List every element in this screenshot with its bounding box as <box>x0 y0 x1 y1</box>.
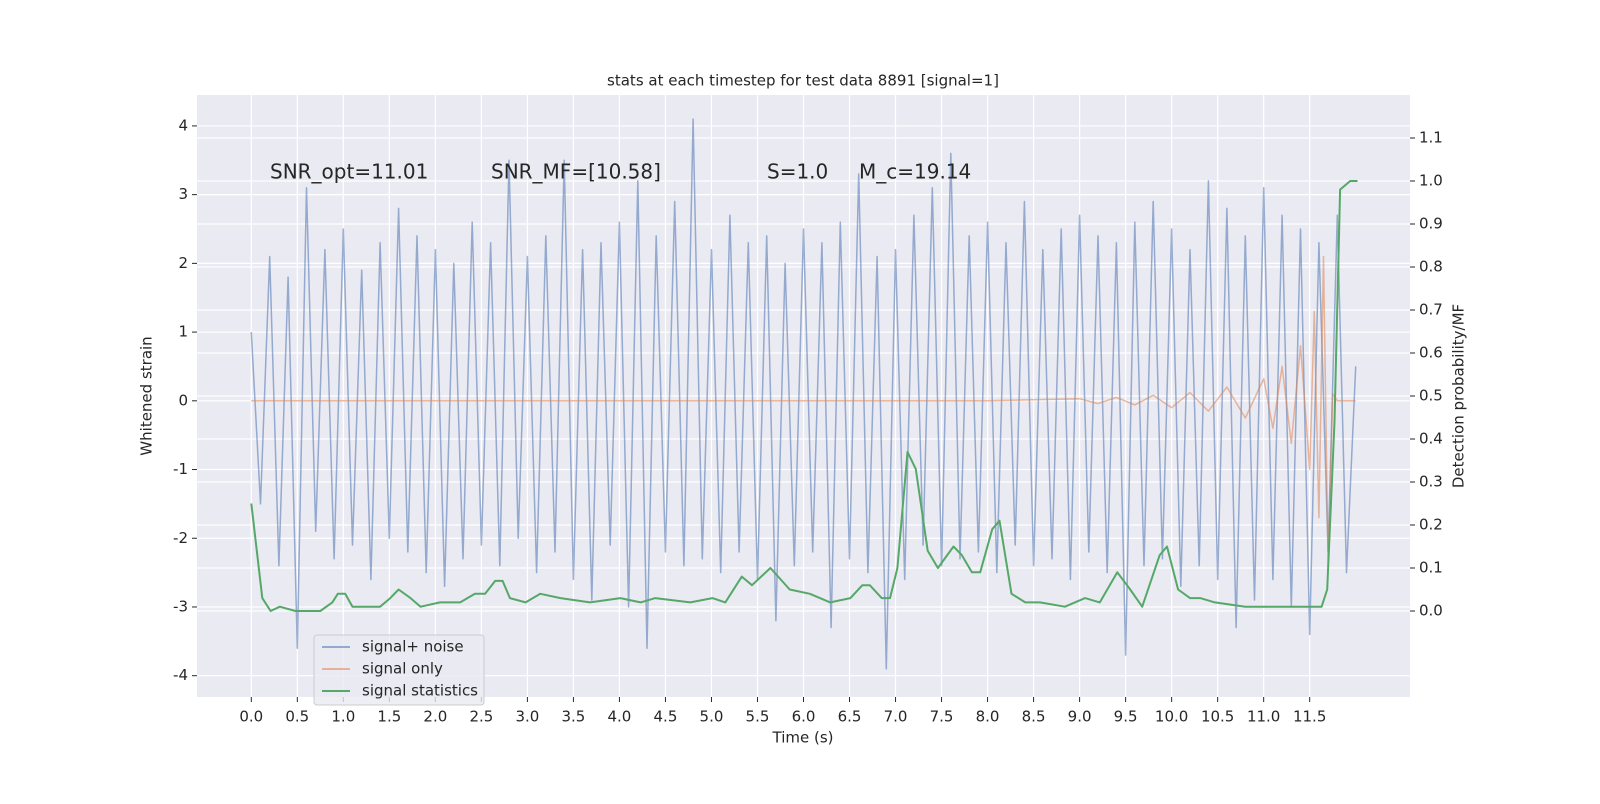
y-tick-label: 1 <box>178 323 188 341</box>
x-tick-label: 9.0 <box>1068 708 1092 726</box>
y2-tick-label: 0.6 <box>1419 344 1443 362</box>
x-tick-label: 9.5 <box>1114 708 1138 726</box>
y2-axis-label: Detection probability/MF <box>1450 304 1468 488</box>
y-tick-label: -2 <box>173 529 188 547</box>
legend-label: signal only <box>362 660 443 678</box>
x-tick-label: 1.0 <box>331 708 355 726</box>
x-tick-label: 10.5 <box>1201 708 1234 726</box>
x-tick-label: 8.0 <box>976 708 1000 726</box>
x-tick-label: 5.5 <box>746 708 770 726</box>
chart-title: stats at each timestep for test data 889… <box>607 72 999 90</box>
x-tick-label: 2.0 <box>423 708 447 726</box>
legend-label: signal+ noise <box>362 638 464 656</box>
x-tick-label: 4.5 <box>654 708 678 726</box>
y-tick-label: -3 <box>173 597 188 615</box>
x-tick-label: 0.5 <box>285 708 309 726</box>
legend-box <box>313 634 485 706</box>
y2-tick-label: 0.2 <box>1419 516 1443 534</box>
x-tick-label: 1.5 <box>377 708 401 726</box>
x-axis-label: Time (s) <box>772 729 834 747</box>
y-tick-label: 4 <box>178 116 188 134</box>
y-tick-label: -1 <box>173 460 188 478</box>
annotation: SNR_opt=11.01 <box>270 160 428 184</box>
y2-tick-label: 0.9 <box>1419 215 1443 233</box>
x-tick-label: 8.5 <box>1022 708 1046 726</box>
x-tick-label: 5.0 <box>700 708 724 726</box>
y2-tick-label: 1.0 <box>1419 172 1443 190</box>
x-tick-label: 6.5 <box>838 708 862 726</box>
x-tick-label: 6.0 <box>792 708 816 726</box>
legend-label: signal statistics <box>362 682 478 700</box>
x-tick-label: 4.0 <box>608 708 632 726</box>
legend: signal+ noise signal only signal statistic… <box>313 634 485 706</box>
y2-tick-label: 0.7 <box>1419 301 1443 319</box>
x-tick-label: 7.0 <box>884 708 908 726</box>
x-tick-label: 3.5 <box>561 708 585 726</box>
x-tick-label: 3.0 <box>515 708 539 726</box>
y2-tick-label: 1.1 <box>1419 129 1443 147</box>
y2-tick-label: 0.3 <box>1419 473 1443 491</box>
y-tick-label: 0 <box>178 391 188 409</box>
annotation: SNR_MF=[10.58] <box>491 160 661 184</box>
y2-tick-label: 0.4 <box>1419 430 1443 448</box>
y2-tick-label: 0.0 <box>1419 602 1443 620</box>
y-tick-label: 3 <box>178 185 188 203</box>
x-tick-label: 11.0 <box>1247 708 1280 726</box>
x-tick-label: 2.5 <box>469 708 493 726</box>
series-line <box>250 180 1358 612</box>
annotation: S=1.0 <box>767 160 828 184</box>
x-tick-label: 10.0 <box>1155 708 1188 726</box>
x-tick-label: 11.5 <box>1293 708 1326 726</box>
y2-tick-label: 0.1 <box>1419 559 1443 577</box>
annotation: M_c=19.14 <box>859 160 971 184</box>
y-tick-label: -4 <box>173 666 188 684</box>
y2-tick-label: 0.5 <box>1419 387 1443 405</box>
x-tick-label: 0.0 <box>239 708 263 726</box>
series-line <box>250 118 1357 670</box>
series-line <box>251 255 1356 567</box>
y-tick-label: 2 <box>178 254 188 272</box>
y-axis-label: Whitened strain <box>138 336 156 455</box>
x-tick-label: 7.5 <box>930 708 954 726</box>
y2-tick-label: 0.8 <box>1419 258 1443 276</box>
